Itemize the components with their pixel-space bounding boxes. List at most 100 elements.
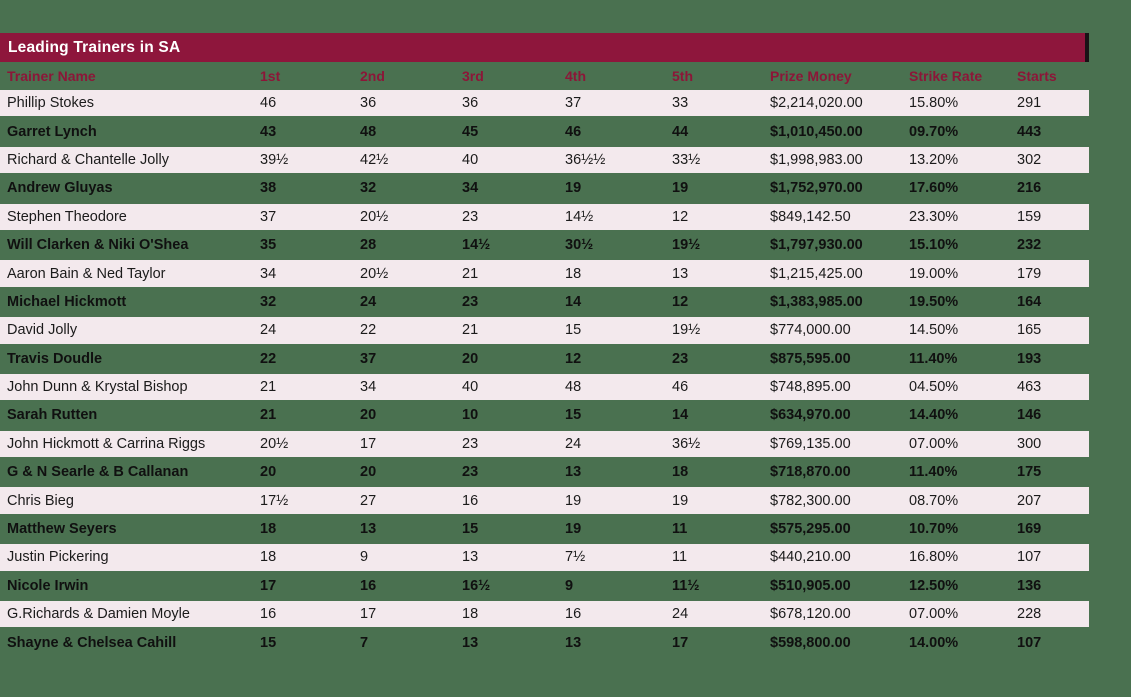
1st-cell: 37 [260,208,277,225]
5th-cell: 18 [672,464,689,481]
4th-cell: 30½ [565,237,594,254]
strike-rate-cell: 08.70% [909,492,959,509]
2nd-cell: 24 [360,293,377,310]
2nd-cell: 36 [360,95,377,112]
table-row: Will Clarken & Niki O'Shea 35 28 14½ 30½ 19½ $… [0,231,1089,259]
5th-cell: 46 [672,379,689,396]
4th-cell: 46 [565,123,582,140]
table-row: Michael Hickmott 32 24 23 14 12 $1,383,985.00 1… [0,288,1089,316]
4th-cell: 13 [565,634,582,651]
prize-money-cell: $1,752,970.00 [770,180,863,197]
strike-rate-cell: 17.60% [909,180,959,197]
strike-rate-cell: 15.10% [909,237,959,254]
3rd-cell: 13 [462,634,479,651]
starts-cell: 463 [1017,379,1042,396]
2nd-cell: 27 [360,492,377,509]
table-row: Matthew Seyers 18 13 15 19 11 $575,295.00 10.70… [0,515,1089,543]
table-row: Aaron Bain & Ned Taylor 34 20½ 21 18 13 $1,215… [0,259,1089,288]
column-header-starts: Starts [1017,67,1057,84]
starts-cell: 107 [1017,549,1042,566]
2nd-cell: 37 [360,350,377,367]
starts-cell: 164 [1017,293,1042,310]
prize-money-cell: $774,000.00 [770,322,851,339]
table-row: G & N Searle & B Callanan 20 20 23 13 18 $718,… [0,458,1089,486]
prize-money-cell: $782,300.00 [770,492,851,509]
starts-cell: 216 [1017,180,1042,197]
4th-cell: 36½½ [565,151,606,168]
4th-cell: 7½ [565,549,586,566]
trainer-name-cell: Sarah Rutten [7,407,98,424]
table-title: Leading Trainers in SA [8,38,181,56]
3rd-cell: 20 [462,350,479,367]
trainer-name-cell: John Hickmott & Carrina Riggs [7,435,206,452]
strike-rate-cell: 15.80% [909,95,959,112]
trainer-name-cell: Justin Pickering [7,549,109,566]
prize-money-cell: $575,295.00 [770,521,851,538]
3rd-cell: 36 [462,95,479,112]
strike-rate-cell: 14.40% [909,407,959,424]
table-row: Justin Pickering 18 9 13 7½ 11 $440,210.00 16.8… [0,543,1089,572]
trainer-name-cell: David Jolly [7,322,78,339]
5th-cell: 44 [672,123,689,140]
starts-cell: 159 [1017,208,1042,225]
4th-cell: 15 [565,322,582,339]
3rd-cell: 15 [462,521,479,538]
starts-cell: 165 [1017,322,1042,339]
3rd-cell: 23 [462,208,479,225]
table-row: Stephen Theodore 37 20½ 23 14½ 12 $849,142.50 2… [0,202,1089,231]
trainer-name-cell: Richard & Chantelle Jolly [7,151,169,168]
3rd-cell: 40 [462,151,479,168]
table-row: Richard & Chantelle Jolly 39½ 42½ 40 36½½ 33½… [0,145,1089,175]
strike-rate-cell: 11.40% [909,464,958,481]
starts-cell: 300 [1017,435,1042,452]
1st-cell: 24 [260,322,277,339]
column-header-3rd: 3rd [462,67,484,84]
4th-cell: 13 [565,464,582,481]
1st-cell: 38 [260,180,277,197]
3rd-cell: 13 [462,549,479,566]
table-row: Sarah Rutten 21 20 10 15 14 $634,970.00 14.40% 1… [0,401,1089,429]
1st-cell: 16 [260,606,277,623]
starts-cell: 107 [1017,634,1042,651]
starts-cell: 146 [1017,407,1042,424]
strike-rate-cell: 09.70% [909,123,959,140]
4th-cell: 24 [565,435,582,452]
prize-money-cell: $1,383,985.00 [770,293,863,310]
1st-cell: 34 [260,265,277,282]
2nd-cell: 34 [360,379,377,396]
starts-cell: 175 [1017,464,1042,481]
5th-cell: 33½ [672,151,701,168]
5th-cell: 11½ [672,577,700,594]
3rd-cell: 10 [462,407,479,424]
1st-cell: 17 [260,577,277,594]
trainer-name-cell: Matthew Seyers [7,521,117,538]
strike-rate-cell: 23.30% [909,208,959,225]
prize-money-cell: $718,870.00 [770,464,851,481]
4th-cell: 9 [565,577,574,594]
table-title-bar: Leading Trainers in SA [0,33,1089,62]
trainer-name-cell: Andrew Gluyas [7,180,113,197]
4th-cell: 37 [565,95,582,112]
column-header-5th: 5th [672,67,693,84]
prize-money-cell: $678,120.00 [770,606,851,623]
2nd-cell: 7 [360,634,369,651]
starts-cell: 443 [1017,123,1042,140]
table-row: David Jolly 24 22 21 15 19½ $774,000.00 14.50% 1… [0,316,1089,345]
5th-cell: 14 [672,407,689,424]
1st-cell: 43 [260,123,277,140]
trainer-name-cell: G & N Searle & B Callanan [7,464,189,481]
prize-money-cell: $440,210.00 [770,549,851,566]
2nd-cell: 42½ [360,151,389,168]
prize-money-cell: $2,214,020.00 [770,95,863,112]
2nd-cell: 13 [360,521,377,538]
4th-cell: 19 [565,180,582,197]
trainer-name-cell: Garret Lynch [7,123,97,140]
3rd-cell: 23 [462,435,479,452]
2nd-cell: 20½ [360,265,389,282]
strike-rate-cell: 19.50% [909,293,959,310]
2nd-cell: 20 [360,407,377,424]
table-row: Chris Bieg 17½ 27 16 19 19 $782,300.00 08.70% 20… [0,486,1089,515]
3rd-cell: 23 [462,293,479,310]
3rd-cell: 23 [462,464,479,481]
starts-cell: 179 [1017,265,1042,282]
